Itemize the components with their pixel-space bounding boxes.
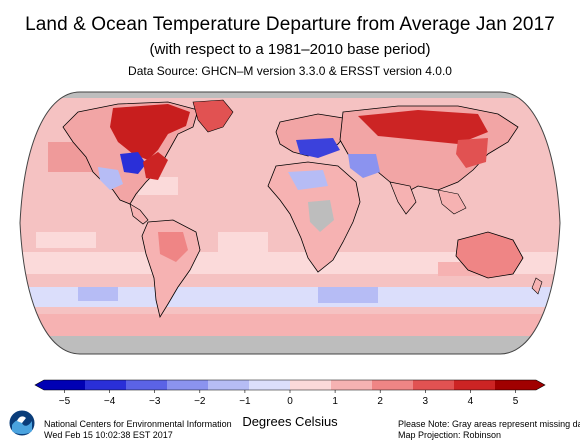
western-us-cool <box>98 167 123 190</box>
colorbar-tick-label: −1 <box>239 396 251 407</box>
colorbar-tick-label: 0 <box>287 396 293 407</box>
colorbar-arrow-low <box>35 380 44 390</box>
southeast-asia-land <box>437 189 467 215</box>
south-pacific-cool <box>78 287 118 301</box>
map-outline <box>19 91 561 355</box>
eastern-us-warm <box>143 152 168 180</box>
east-pacific-light <box>36 232 96 248</box>
footer-missing-note: Please Note: Gray areas represent missin… <box>398 419 580 429</box>
arctic-missing-band <box>20 92 560 98</box>
colorbar-segment <box>495 380 537 390</box>
south-america-warm <box>158 232 188 262</box>
colorbar-segment <box>290 380 332 390</box>
south-asia-land <box>389 181 417 215</box>
page-title: Land & Ocean Temperature Departure from … <box>25 14 555 35</box>
colorbar-segment <box>208 380 250 390</box>
colorbar-tick-label: −2 <box>194 396 206 407</box>
south-atlantic-light <box>218 232 268 252</box>
colorbar-tick-label: −4 <box>104 396 116 407</box>
colorbar-segment <box>454 380 496 390</box>
southern-ocean-warm-band <box>20 314 560 336</box>
colorbar: −5 −4 −3 −2 −1 0 1 2 3 4 5 <box>34 379 546 407</box>
colorbar-tick-label: 2 <box>377 396 383 407</box>
map-body <box>20 92 560 354</box>
colorbar-segment <box>413 380 455 390</box>
colorbar-tick-label: 1 <box>332 396 338 407</box>
colorbar-segment <box>331 380 373 390</box>
page-subtitle: (with respect to a 1981–2010 base period… <box>149 41 431 58</box>
colorbar-segment <box>249 380 291 390</box>
australia-land <box>455 231 524 279</box>
colorbar-units-label: Degrees Celsius <box>242 414 338 429</box>
colorbar-outline <box>34 379 546 391</box>
colorbar-segment <box>44 380 86 390</box>
colorbar-segment <box>372 380 414 390</box>
northwest-cold-anomaly <box>120 152 146 174</box>
colorbar-tick-label: −5 <box>59 396 71 407</box>
canada-warm-anomaly <box>110 104 190 160</box>
africa-missing-data <box>308 200 334 232</box>
greenland-warm <box>192 99 234 133</box>
footer-left: National Centers for Environmental Infor… <box>44 419 232 441</box>
colorbar-tick-label: 3 <box>423 396 429 407</box>
gulf-patch <box>138 177 178 195</box>
colorbar-tick-label: 5 <box>513 396 519 407</box>
data-source: Data Source: GHCN–M version 3.3.0 & ERSS… <box>128 64 452 78</box>
noaa-logo-icon <box>8 409 36 437</box>
new-zealand-land <box>531 277 543 295</box>
footer-projection-note: Map Projection: Robinson <box>398 430 502 440</box>
central-america-land <box>129 203 149 225</box>
footer-right: Please Note: Gray areas represent missin… <box>398 419 580 441</box>
mediterranean-cold-anomaly <box>296 138 340 158</box>
middle-east-cool <box>348 154 380 178</box>
footer-org: National Centers for Environmental Infor… <box>44 419 232 429</box>
temperature-anomaly-map <box>19 91 561 355</box>
colorbar-segment <box>126 380 168 390</box>
colorbar-tick-label: 4 <box>468 396 474 407</box>
colorbar-tick-label: −3 <box>149 396 161 407</box>
footer-timestamp: Wed Feb 15 10:02:38 EST 2017 <box>44 430 173 440</box>
antarctic-missing-band <box>20 336 560 354</box>
colorbar-segment <box>167 380 209 390</box>
indian-ocean-cool <box>318 287 378 303</box>
colorbar-arrow-high <box>536 380 545 390</box>
sahara-cool <box>288 170 328 190</box>
east-asia-warm <box>456 138 488 168</box>
siberia-warm-anomaly <box>358 110 488 144</box>
colorbar-segment <box>85 380 127 390</box>
